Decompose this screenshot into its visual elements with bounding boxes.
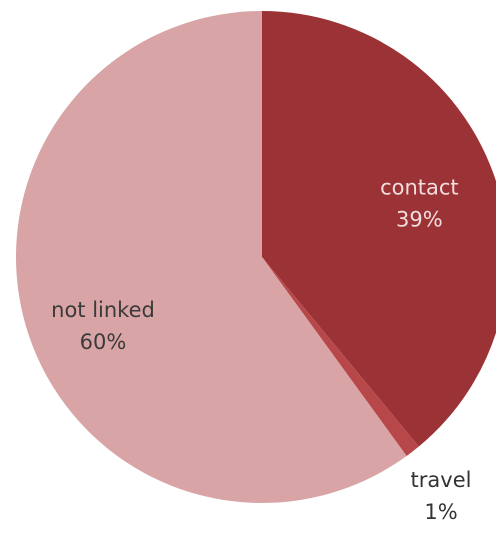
data-label-category: not linked xyxy=(51,298,155,322)
data-label-category: contact xyxy=(380,175,459,199)
data-label-percent: 60% xyxy=(80,330,127,354)
pie-slice-not-linked xyxy=(15,11,407,503)
data-label-percent: 39% xyxy=(396,207,443,231)
data-label-category: travel xyxy=(411,468,472,492)
data-label-travel: travel 1% xyxy=(411,468,472,524)
data-label-percent: 1% xyxy=(424,500,457,524)
pie-slice-travel xyxy=(262,257,419,457)
data-label-not-linked: not linked 60% xyxy=(51,298,155,354)
data-label-contact: contact 39% xyxy=(380,175,459,231)
pie-slice-contact xyxy=(262,11,496,447)
